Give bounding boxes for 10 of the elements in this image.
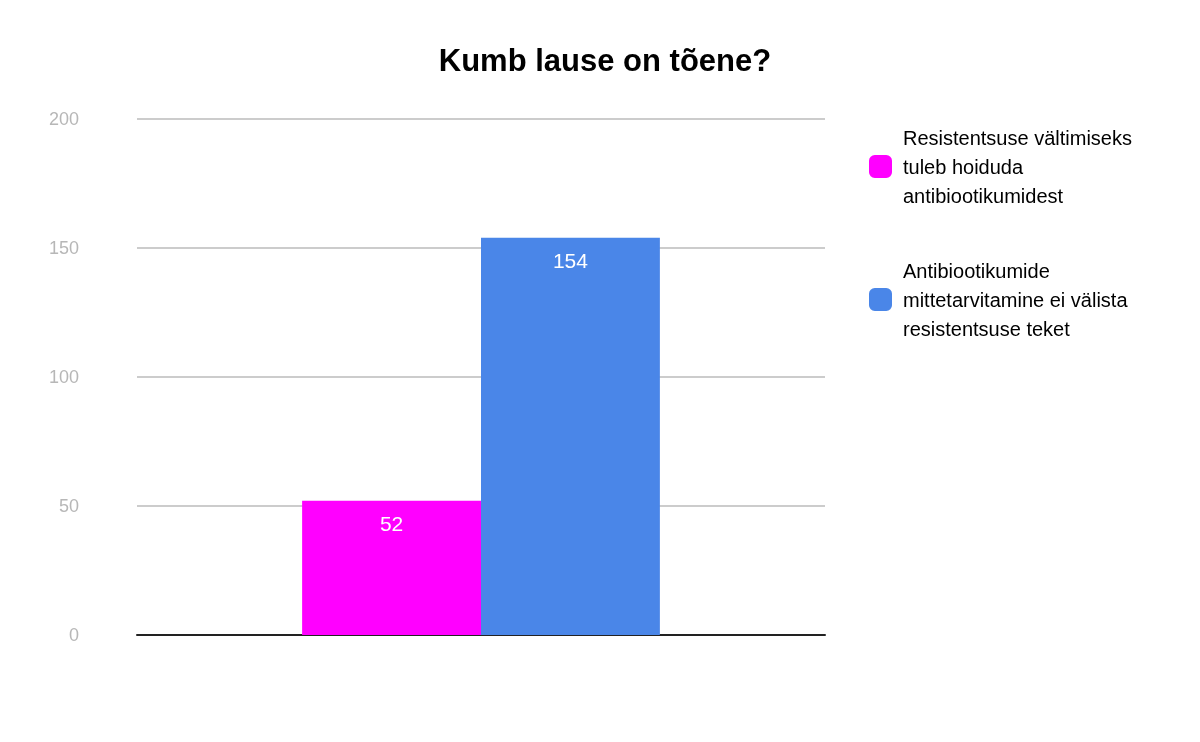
y-tick-label: 200 — [48, 109, 79, 129]
y-tick-label: 0 — [68, 625, 79, 645]
y-tick-label: 50 — [58, 496, 79, 516]
data-label: 154 — [552, 248, 589, 272]
chart-title: Kumb lause on tõene? — [438, 43, 772, 78]
y-tick-label: 100 — [48, 367, 79, 387]
data-label: 52 — [379, 511, 404, 535]
legend-label: Resistentsuse vältimiseks tuleb hoiduda antibiootikumidest — [903, 126, 1138, 207]
legend-label: Antibiootikumide mittetarvitamine ei välista resistentsuse teket — [903, 259, 1134, 340]
y-tick-label: 150 — [48, 238, 79, 258]
